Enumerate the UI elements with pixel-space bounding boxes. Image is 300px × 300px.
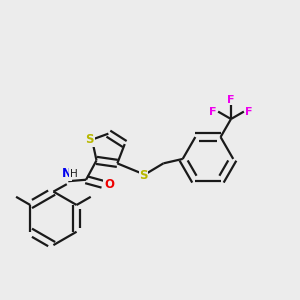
Text: F: F [209,106,217,117]
Text: O: O [104,178,114,191]
Text: S: S [85,133,94,146]
Text: N: N [62,167,72,180]
Text: S: S [139,169,148,182]
Text: F: F [227,95,235,105]
Text: H: H [70,169,77,179]
Text: F: F [245,106,253,117]
